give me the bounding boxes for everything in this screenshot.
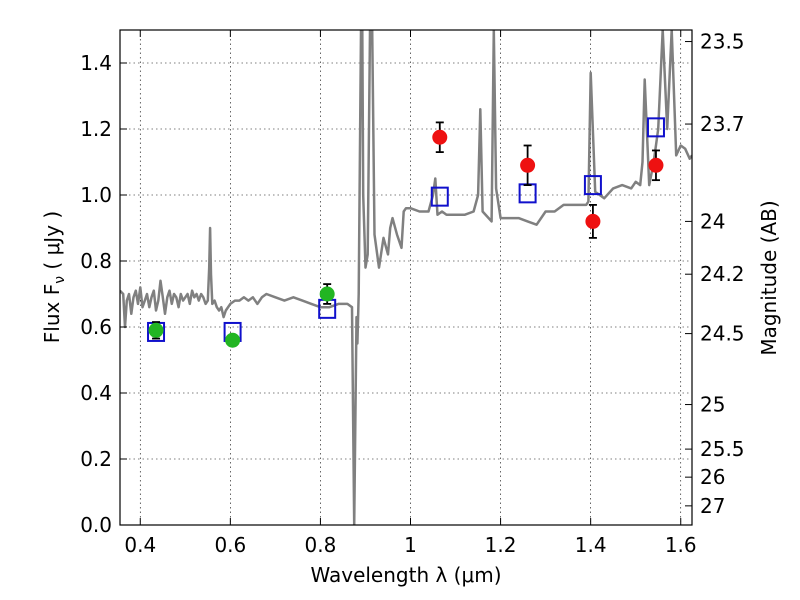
y-tick-label: 1.0 (80, 183, 112, 207)
y-axis-label: Flux Fν ( μJy ) (40, 211, 68, 343)
right-tick-label: 24.5 (700, 322, 745, 346)
right-tick-label: 27 (700, 494, 725, 518)
y-tick-label: 0.2 (80, 447, 112, 471)
x-axis-label: Wavelength λ (μm) (310, 563, 501, 587)
right-tick-label: 24 (700, 209, 725, 233)
y-tick-label: 1.4 (80, 51, 112, 75)
data-point (585, 213, 601, 229)
right-tick-label: 25.5 (700, 437, 745, 461)
y-tick-label: 0.0 (80, 513, 112, 537)
right-tick-label: 24.2 (700, 262, 745, 286)
grid-lines (120, 30, 692, 526)
model-photometry-square (518, 183, 537, 204)
y-axis-label-unit: ( μJy ) (40, 211, 64, 276)
y-axis-label-main: Flux F (40, 284, 64, 343)
y-tick-label: 1.2 (80, 117, 112, 141)
y-tick-label: 0.6 (80, 315, 112, 339)
x-tick-label: 1 (404, 533, 417, 557)
model-photometry-square (583, 175, 602, 196)
spectrum-line (120, 30, 692, 525)
plot-frame (119, 29, 693, 526)
model-photometry-square (430, 186, 449, 207)
axis-ticks: 0.4 0.6 0.8 1 1.2 1.4 1.6 0.0 0.2 0.4 0.6 0.8 1.0 1.2… (80, 30, 744, 557)
right-tick-label: 23.5 (700, 30, 745, 54)
right-tick-label: 23.7 (700, 112, 745, 136)
y-tick-label: 0.8 (80, 249, 112, 273)
x-tick-label: 1.6 (665, 533, 697, 557)
right-tick-label: 25 (700, 393, 725, 417)
data-point (319, 286, 335, 302)
x-tick-label: 1.2 (485, 533, 517, 557)
model-photometry-square (646, 117, 665, 138)
x-tick-label: 0.4 (124, 533, 156, 557)
data-point (225, 332, 241, 348)
x-tick-label: 1.4 (575, 533, 607, 557)
data-point (148, 322, 164, 338)
data-point (432, 129, 448, 145)
y-axis-label-right: Magnitude (AB) (757, 200, 781, 355)
right-tick-label: 26 (700, 465, 725, 489)
data-point (520, 157, 536, 173)
y-tick-label: 0.4 (80, 381, 112, 405)
y-axis-label-sub: ν (52, 276, 68, 284)
x-tick-label: 0.6 (214, 533, 246, 557)
points-layer (147, 117, 665, 348)
data-point (648, 157, 664, 173)
x-tick-label: 0.8 (305, 533, 337, 557)
spectrum-layer (120, 30, 692, 525)
